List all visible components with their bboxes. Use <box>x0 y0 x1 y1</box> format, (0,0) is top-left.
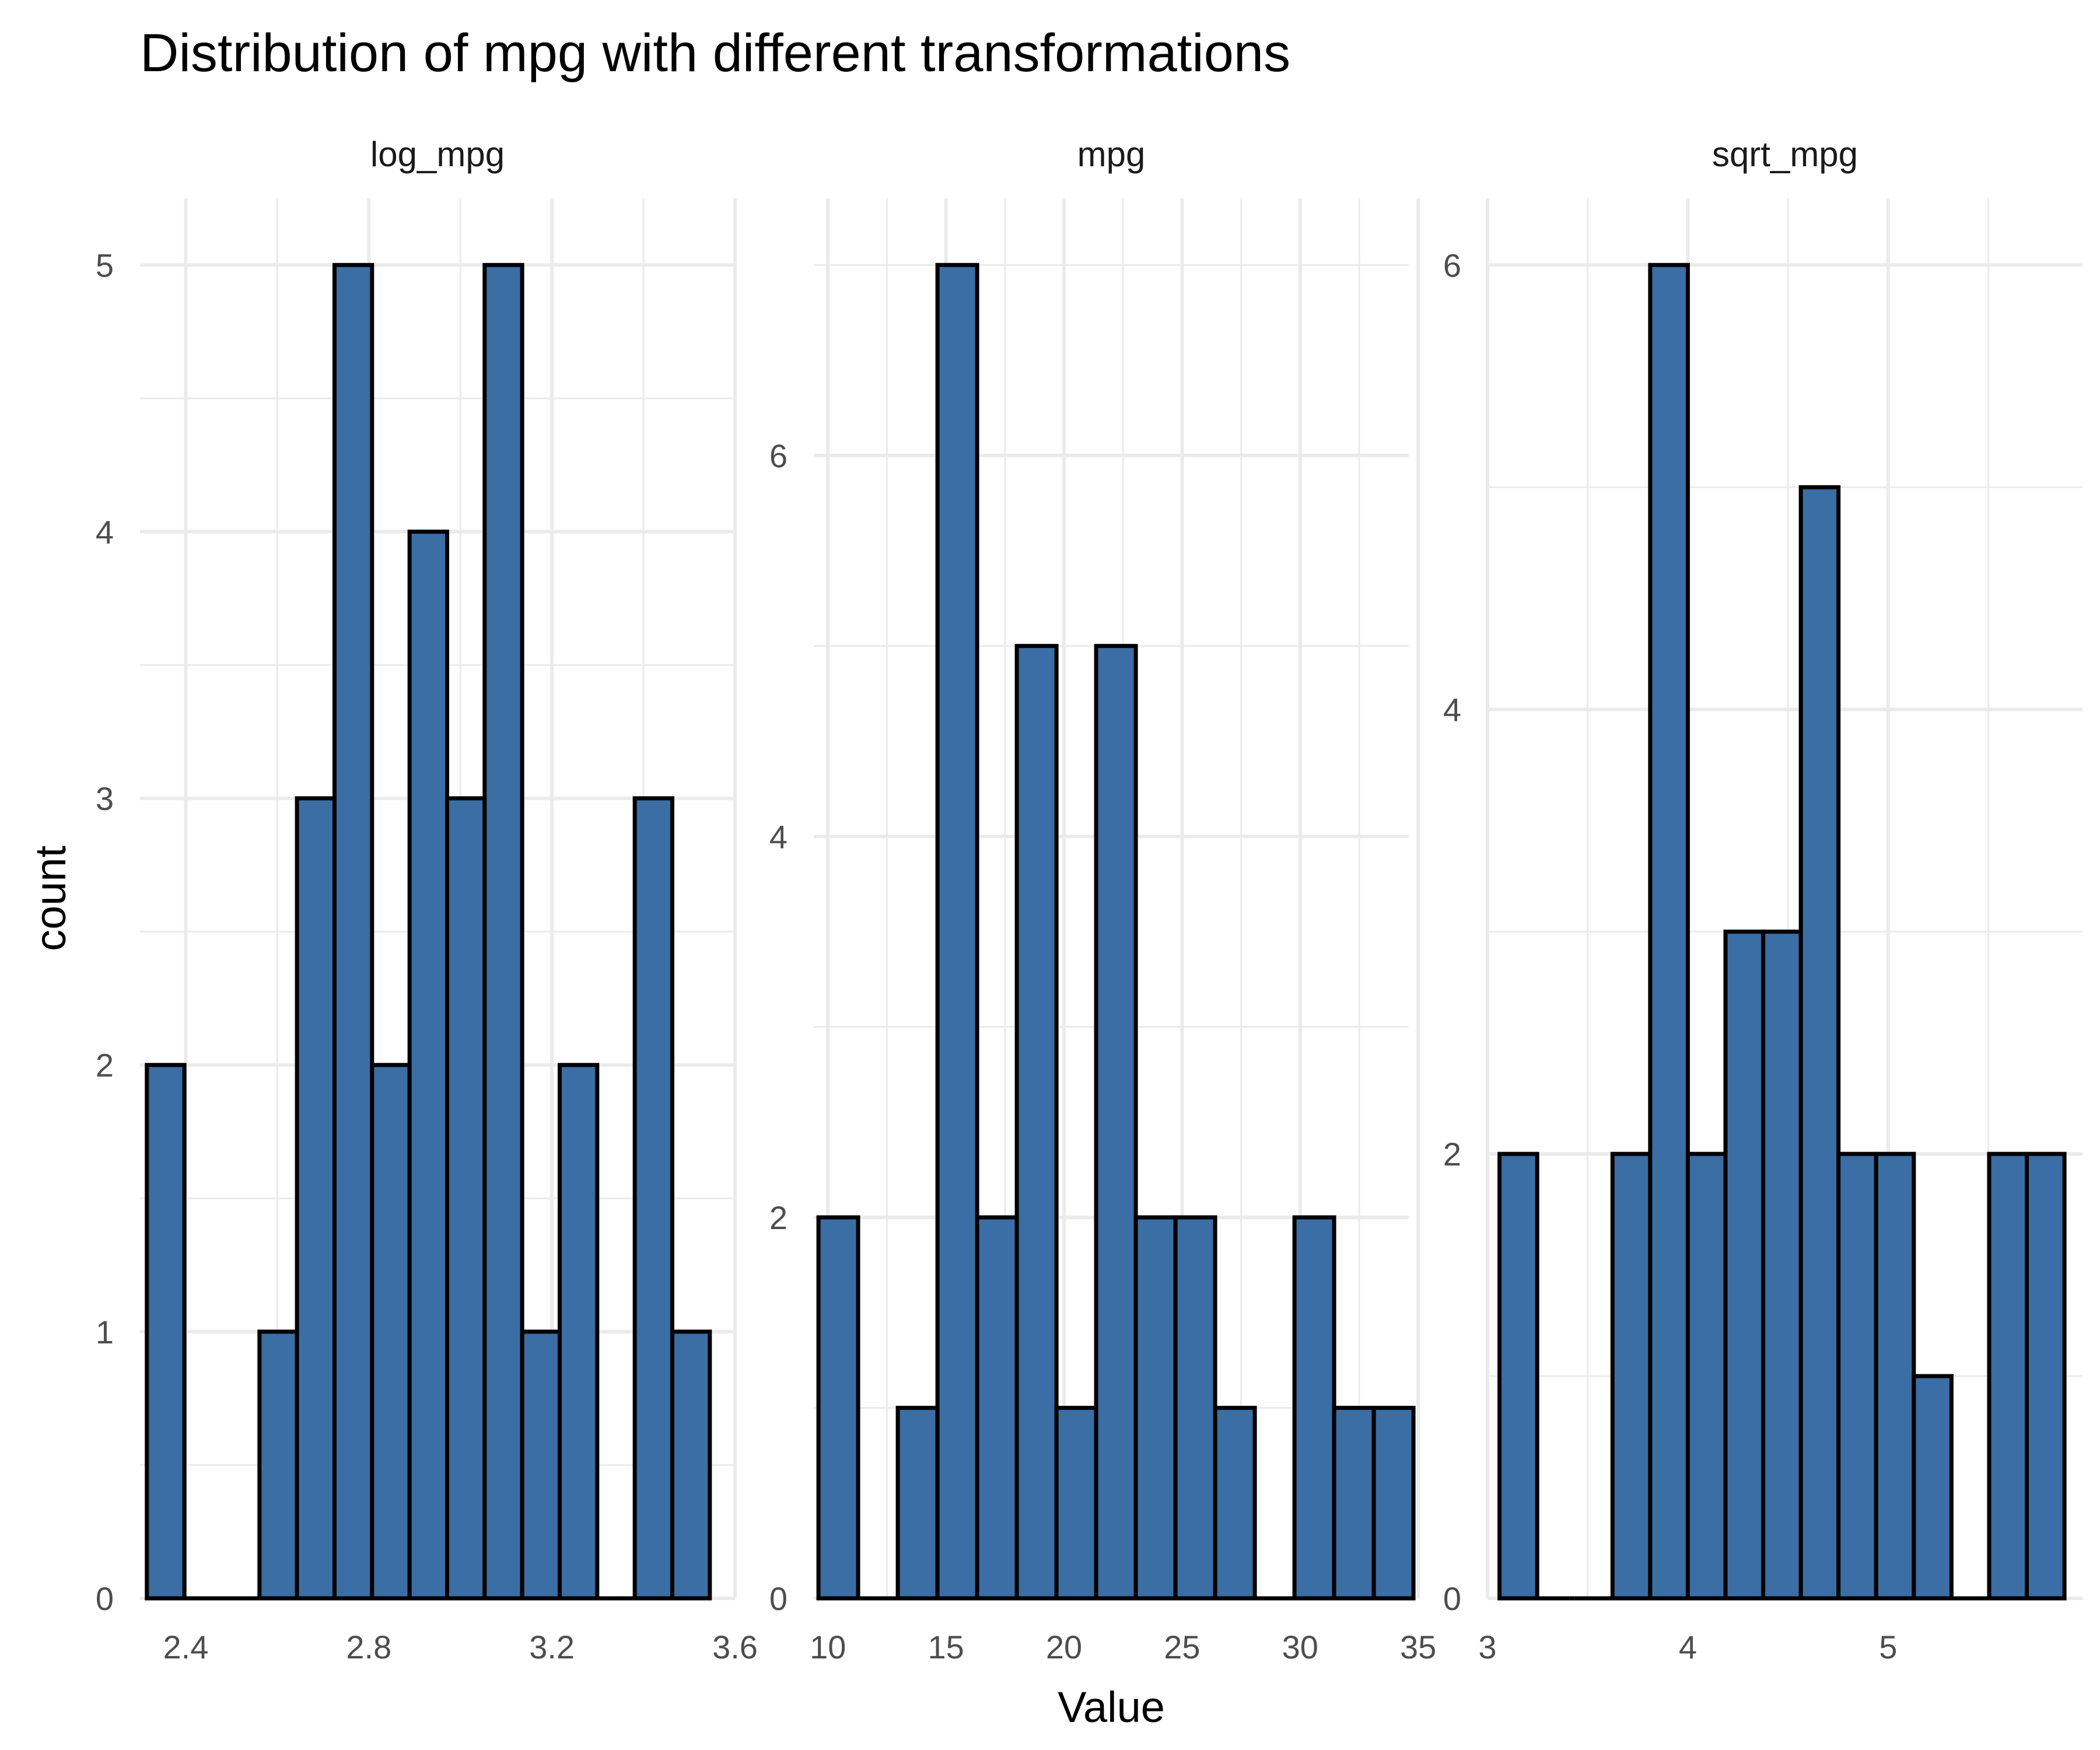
histogram-bar <box>1094 643 1138 1601</box>
histogram-bar <box>1648 262 1690 1601</box>
y-tick-label: 4 <box>96 513 114 550</box>
histogram-bar <box>816 1215 860 1601</box>
x-tick-label: 35 <box>1400 1629 1436 1665</box>
histogram-bar <box>1173 1215 1217 1601</box>
histogram-bar <box>1497 1152 1539 1601</box>
histogram-bar <box>935 262 979 1601</box>
x-tick-label: 4 <box>1679 1629 1697 1665</box>
histogram-bar <box>520 1329 562 1601</box>
y-tick-label: 2 <box>769 1199 788 1236</box>
y-tick-label: 6 <box>1443 247 1461 284</box>
facet-label-mpg: mpg <box>1077 135 1146 174</box>
histogram-bar <box>332 262 374 1601</box>
histogram-bar <box>1987 1152 2029 1601</box>
histogram-bar <box>1332 1405 1376 1601</box>
facet-panel-log_mpg: 2.4 2.8 3.2 3.6 0 1 2 3 4 5 log_mpg <box>96 135 758 1665</box>
histogram-bar <box>1610 1152 1653 1601</box>
histogram-bar <box>295 796 337 1601</box>
histogram-bar <box>1761 929 1803 1601</box>
x-tick-label: 25 <box>1164 1629 1200 1665</box>
histogram-bar <box>895 1405 940 1601</box>
y-tick-label: 2 <box>96 1047 114 1084</box>
y-tick-label: 2 <box>1443 1136 1461 1172</box>
histogram-bar <box>2025 1152 2067 1601</box>
x-tick-label: 2.4 <box>163 1629 209 1665</box>
y-tick-label: 5 <box>96 247 114 284</box>
y-tick-label: 6 <box>769 438 788 474</box>
histogram-bar <box>482 262 524 1601</box>
histogram-bar <box>1912 1374 1954 1601</box>
x-tick-label: 15 <box>928 1629 964 1665</box>
histogram-bar <box>370 1063 412 1601</box>
histogram-bar <box>670 1329 712 1601</box>
y-axis-title: count <box>26 845 75 951</box>
y-tick-label: 3 <box>96 780 114 817</box>
histogram-bar <box>1685 1152 1728 1601</box>
histogram-bar <box>1874 1152 1916 1601</box>
x-tick-label: 20 <box>1046 1629 1082 1665</box>
facet-panel-mpg: 10 15 20 25 30 35 0 2 4 6 mpg <box>769 135 1436 1665</box>
y-tick-label: 0 <box>1443 1580 1461 1617</box>
histogram-bar <box>1723 929 1766 1601</box>
histogram-bar <box>1054 1405 1098 1601</box>
x-tick-label: 30 <box>1282 1629 1318 1665</box>
histogram-bar <box>1798 485 1841 1601</box>
x-tick-label: 3.2 <box>529 1629 575 1665</box>
y-tick-label: 0 <box>96 1580 114 1617</box>
histogram-bar <box>1014 643 1059 1601</box>
y-tick-label: 1 <box>96 1314 114 1350</box>
histogram-bar <box>632 796 675 1601</box>
histogram-bar <box>1213 1405 1257 1601</box>
histogram-bar <box>557 1063 600 1601</box>
facet-label-sqrt_mpg: sqrt_mpg <box>1712 135 1858 174</box>
histogram-bar <box>1371 1405 1416 1601</box>
y-tick-label: 4 <box>1443 691 1461 728</box>
histogram-bar <box>444 796 487 1601</box>
histogram-bar <box>975 1215 1019 1601</box>
histogram-bar <box>1292 1215 1336 1601</box>
x-tick-label: 3.6 <box>712 1629 758 1665</box>
facet-panel-sqrt_mpg: 3 4 5 0 2 4 6 sqrt_mpg <box>1443 135 2082 1665</box>
facet-label-log_mpg: log_mpg <box>370 135 505 174</box>
histogram-bar <box>1836 1152 1878 1601</box>
x-tick-label: 3 <box>1478 1629 1496 1665</box>
histogram-bar <box>1133 1215 1178 1601</box>
y-tick-label: 4 <box>769 818 788 855</box>
histogram-bar <box>145 1063 187 1601</box>
x-tick-label: 2.8 <box>346 1629 391 1665</box>
y-tick-label: 0 <box>769 1580 788 1617</box>
histogram-bar <box>407 529 449 1601</box>
x-axis-title: Value <box>1058 1683 1165 1731</box>
x-tick-label: 5 <box>1879 1629 1897 1665</box>
chart-title: Distribution of mpg with different trans… <box>140 23 1290 83</box>
histogram-bar <box>257 1329 299 1601</box>
x-tick-label: 10 <box>810 1629 846 1665</box>
